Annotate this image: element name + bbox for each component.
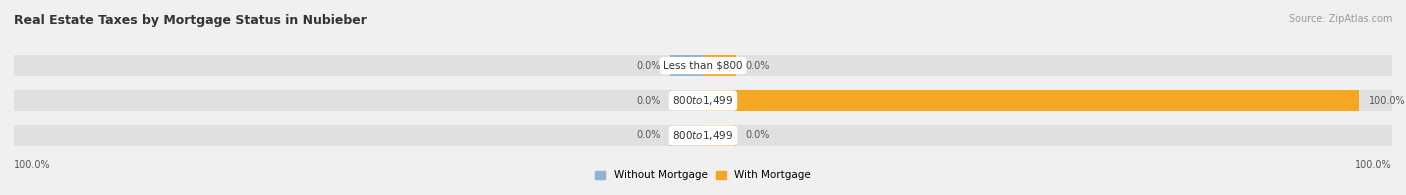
Text: 0.0%: 0.0% <box>636 130 661 140</box>
Text: $800 to $1,499: $800 to $1,499 <box>672 94 734 107</box>
Bar <box>671 90 703 111</box>
Text: 0.0%: 0.0% <box>636 61 661 71</box>
Text: 0.0%: 0.0% <box>745 130 770 140</box>
Bar <box>703 90 1360 111</box>
Text: 100.0%: 100.0% <box>14 160 51 170</box>
Text: 0.0%: 0.0% <box>745 61 770 71</box>
Bar <box>14 125 1392 146</box>
Text: $800 to $1,499: $800 to $1,499 <box>672 129 734 142</box>
Bar <box>14 55 1392 76</box>
Text: Real Estate Taxes by Mortgage Status in Nubieber: Real Estate Taxes by Mortgage Status in … <box>14 14 367 27</box>
Text: 100.0%: 100.0% <box>1369 96 1406 105</box>
Text: Less than $800: Less than $800 <box>664 61 742 71</box>
Bar <box>671 55 703 76</box>
Bar <box>671 125 703 146</box>
Bar <box>703 55 735 76</box>
Text: Source: ZipAtlas.com: Source: ZipAtlas.com <box>1288 14 1392 24</box>
Bar <box>703 125 735 146</box>
Text: 0.0%: 0.0% <box>636 96 661 105</box>
Bar <box>14 90 1392 111</box>
Text: 100.0%: 100.0% <box>1355 160 1392 170</box>
Legend: Without Mortgage, With Mortgage: Without Mortgage, With Mortgage <box>595 170 811 180</box>
